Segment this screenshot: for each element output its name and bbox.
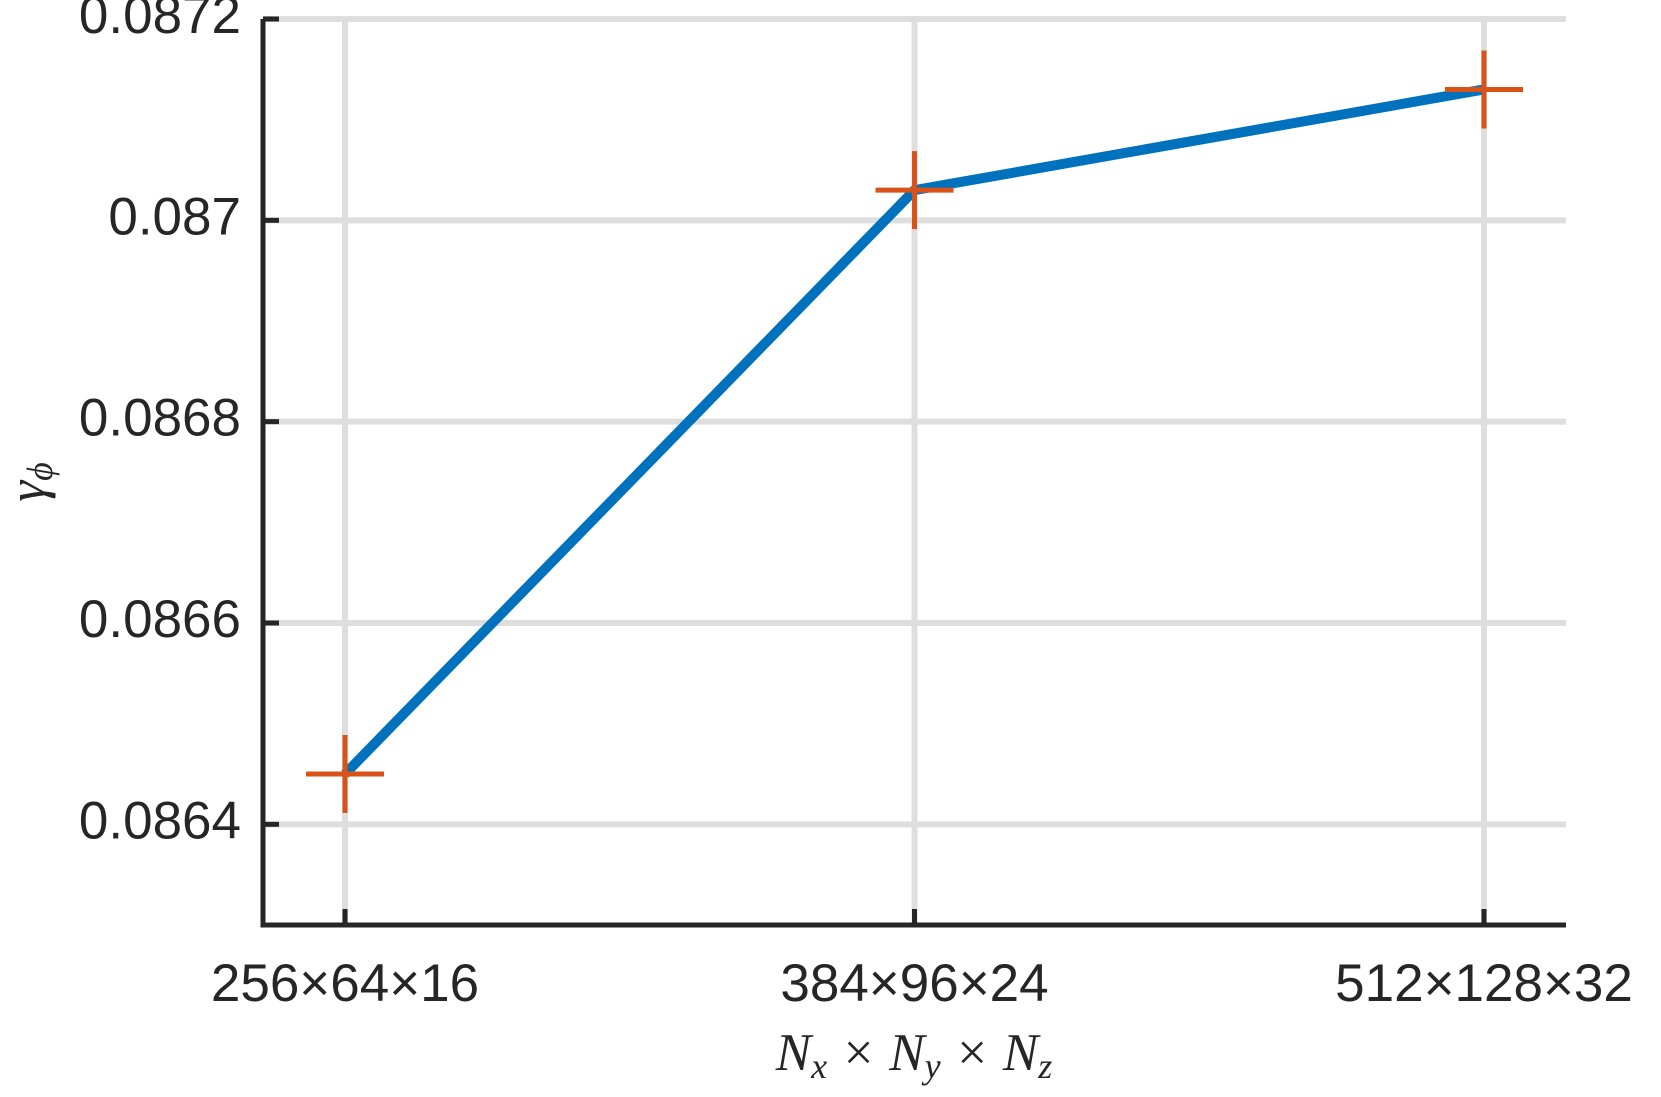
x-axis-label: Nx × Ny × Nz	[775, 1024, 1053, 1086]
x-tick-label: 512×128×32	[1335, 954, 1633, 1013]
marker	[306, 735, 384, 813]
y-tick-label: 0.087	[108, 187, 241, 246]
y-axis-label: γϕ	[0, 462, 60, 502]
y-tick-label: 0.0868	[79, 389, 241, 448]
subscript: ϕ	[20, 462, 60, 481]
subscript: z	[1037, 1046, 1052, 1086]
x-tick-label: 384×96×24	[780, 954, 1048, 1013]
x-tick-label: 256×64×16	[211, 954, 479, 1013]
marks	[306, 50, 1523, 813]
subscript: y	[922, 1046, 941, 1086]
label-part: N	[775, 1024, 814, 1082]
marker	[1445, 50, 1523, 129]
label-part: × N	[941, 1024, 1041, 1082]
label-part: γ	[0, 479, 56, 502]
y-tick-label: 0.0872	[79, 0, 241, 45]
subscript: x	[810, 1046, 827, 1086]
y-tick-label: 0.0864	[79, 791, 241, 850]
axes: 0.0864 0.0866 0.0868 0.087 0.0872 256×64×16 38…	[79, 0, 1633, 1013]
axis-frame	[260, 19, 1566, 928]
label-part: × N	[827, 1024, 927, 1082]
marker	[875, 151, 954, 230]
y-tick-label: 0.0866	[79, 590, 241, 649]
